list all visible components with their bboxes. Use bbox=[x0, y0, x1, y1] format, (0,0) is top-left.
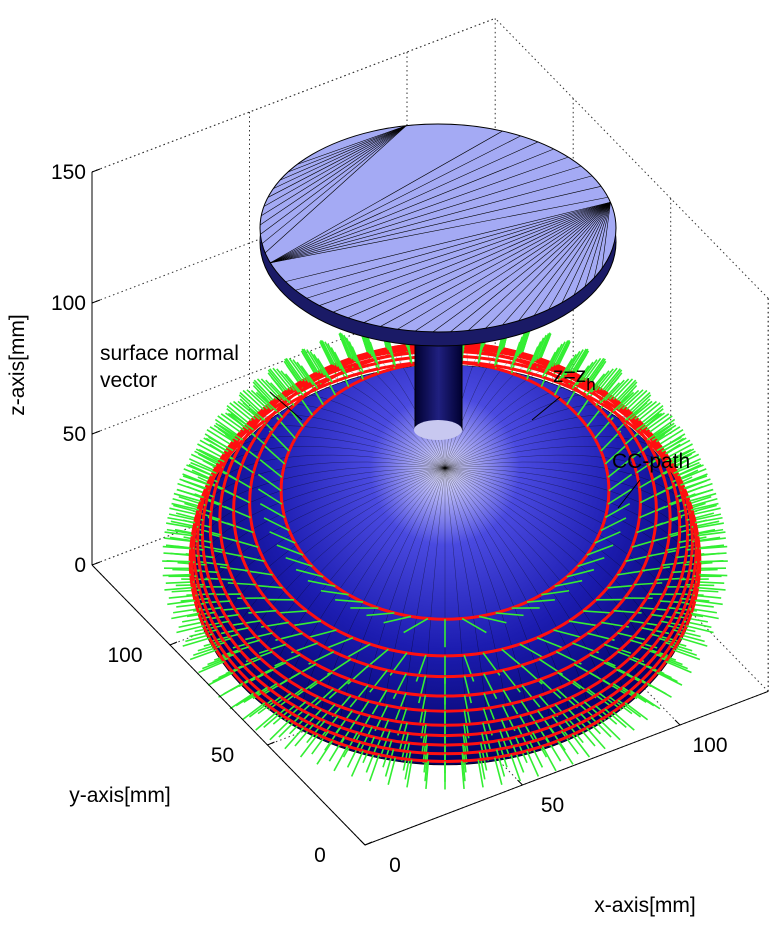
normal-vector bbox=[301, 735, 318, 757]
z-tick-label: 150 bbox=[51, 161, 86, 184]
chart: 0 50 100 150 0 50 100 0 50 100 z-axis[mm] y-axis[… bbox=[0, 0, 770, 921]
normal-vector bbox=[162, 561, 190, 562]
annotation-subscript: h bbox=[586, 375, 595, 394]
z-tick-label: 0 bbox=[74, 554, 86, 577]
z-tick bbox=[92, 431, 100, 434]
x-tick-label: 0 bbox=[389, 854, 401, 877]
z-tick bbox=[92, 300, 100, 303]
normal-vector bbox=[684, 479, 710, 488]
y-tick bbox=[170, 642, 177, 645]
annotation: CC-path bbox=[612, 450, 690, 473]
normal-vector bbox=[163, 575, 191, 576]
normal-vector bbox=[230, 693, 253, 708]
annotation-text: z=z bbox=[553, 364, 586, 387]
x-tick-label: 50 bbox=[541, 794, 564, 817]
normal-vector bbox=[698, 588, 726, 590]
x-tick-label: 100 bbox=[692, 734, 727, 757]
annotation: vector bbox=[100, 369, 157, 392]
z-tick bbox=[92, 169, 100, 172]
normal-vector bbox=[256, 712, 277, 730]
x-axis-label: x-axis[mm] bbox=[594, 894, 696, 917]
y-tick-label: 50 bbox=[211, 744, 234, 767]
normal-vector bbox=[164, 588, 192, 590]
x-tick bbox=[675, 720, 680, 725]
normal-vector bbox=[700, 561, 728, 562]
y-tick bbox=[268, 742, 275, 745]
stem-base bbox=[414, 420, 462, 440]
y-tick-label: 0 bbox=[314, 844, 326, 867]
z-tick-label: 50 bbox=[63, 423, 86, 446]
normal-vector bbox=[166, 582, 194, 583]
z-axis-label: z-axis[mm] bbox=[6, 314, 29, 416]
annotation: surface normal bbox=[100, 342, 239, 365]
normal-vector bbox=[180, 479, 206, 488]
normal-vector bbox=[699, 575, 727, 576]
normal-vector bbox=[219, 683, 243, 697]
normal-vector bbox=[696, 582, 724, 583]
y-axis-label: y-axis[mm] bbox=[69, 784, 171, 807]
normal-vector bbox=[657, 673, 682, 685]
y-tick-label: 100 bbox=[107, 644, 142, 667]
normal-vector bbox=[613, 712, 634, 730]
normal-vector bbox=[572, 735, 589, 757]
normal-vector bbox=[208, 673, 233, 685]
z-tick-label: 100 bbox=[51, 292, 86, 315]
normal-vector bbox=[637, 693, 660, 708]
z-tick bbox=[92, 562, 100, 565]
